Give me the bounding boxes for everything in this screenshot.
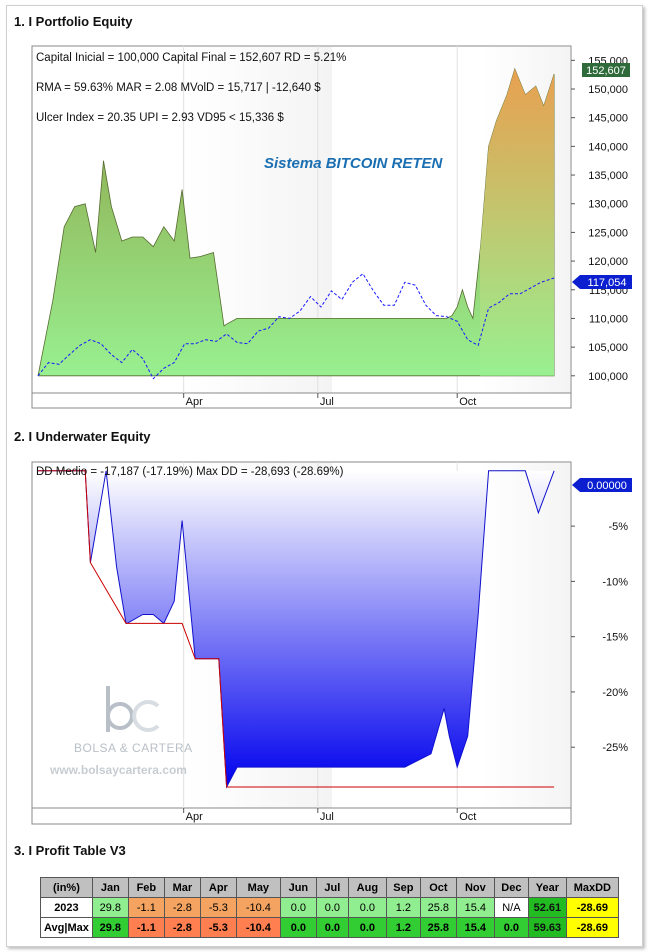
underwater-y-tick-label: -25% (602, 742, 628, 754)
profit-table-cell: -1.1 (127, 917, 165, 938)
last-value-badge: 152,607 (582, 63, 630, 77)
benchmark-value-text: 117,054 (588, 277, 627, 289)
underwater-section-title: 2. I Underwater Equity (14, 429, 151, 444)
equity-area-recent (480, 68, 555, 376)
watermark-url-text: www.bolsaycartera.com (49, 763, 187, 777)
underwater-x-tick-label: Jul (320, 811, 334, 823)
profit-table-cell: N/A (493, 897, 529, 918)
profit-table: (in%) Jan Feb Mar Apr May Jun Jul Aug Sep Oct Nov De… (40, 877, 619, 938)
equity-area (37, 67, 555, 377)
last-value-text: 152,607 (586, 65, 626, 77)
underwater-area (38, 470, 555, 787)
profit-table-cell: 0.0 (315, 897, 349, 918)
profit-table-cell: 1.2 (385, 897, 421, 918)
profit-table-row: Avg|Max 29.8 -1.1 -2.8 -5.3 -10.4 0.0 0.0 0.0 1.2… (40, 917, 619, 938)
system-name-label: Sistema BITCOIN RETEN (264, 155, 444, 172)
profit-table-column-header: Year (527, 877, 567, 898)
profit-table-column-header: Mar (163, 877, 201, 898)
equity-y-tick-label: 140,000 (588, 141, 628, 153)
profit-table-row-label: 2023 (40, 897, 93, 918)
profit-table-column-header: Jun (279, 877, 317, 898)
underwater-stats: DD Medio = -17,187 (-17.19%) Max DD = -2… (36, 466, 344, 478)
profit-table-cell: -2.8 (163, 897, 201, 918)
profit-table-cell: 0.0 (347, 897, 387, 918)
profit-table-cell: 29.8 (91, 917, 129, 938)
profit-table-column-header: Apr (199, 877, 237, 898)
profit-table-column-header: Sep (385, 877, 421, 898)
profit-table-cell: -2.8 (163, 917, 201, 938)
profit-table-column-header: Aug (347, 877, 387, 898)
equity-y-tick-label: 105,000 (588, 342, 628, 354)
equity-y-tick-label: 135,000 (588, 170, 628, 182)
profit-table-cell: -5.3 (199, 897, 237, 918)
profit-table-column-header: MaxDD (565, 877, 619, 898)
profit-table-row-label: Avg|Max (40, 917, 93, 938)
profit-table-column-header: Dec (493, 877, 529, 898)
profit-table-cell: 15.4 (455, 917, 495, 938)
profit-table-cell: 0.0 (347, 917, 387, 938)
profit-table-cell: -10.4 (235, 897, 281, 918)
profit-table-row: 2023 29.8 -1.1 -2.8 -5.3 -10.4 0.0 0.0 0.0 1.2 25.… (40, 897, 619, 918)
underwater-x-tick-label: Oct (459, 811, 476, 823)
profit-table-column-header: May (235, 877, 281, 898)
underwater-x-tick-label: Apr (186, 811, 203, 823)
profit-table-column-header: Oct (419, 877, 457, 898)
profit-table-cell: 0.0 (279, 897, 317, 918)
max-drawdown-line (38, 470, 555, 788)
equity-stats-line-3: Ulcer Index = 20.35 UPI = 2.93 VD95 < 15… (36, 112, 284, 124)
profit-table-cell: 0.0 (493, 917, 529, 938)
benchmark-value-badge: 117,054 (572, 275, 632, 289)
underwater-current-text: 0.00000 (587, 480, 627, 492)
profit-table-cell: 1.2 (385, 917, 421, 938)
underwater-y-tick-label: -20% (602, 687, 628, 699)
equity-y-tick-label: 130,000 (588, 199, 628, 211)
equity-x-tick-label: Oct (459, 396, 476, 408)
equity-y-tick-label: 150,000 (588, 84, 628, 96)
equity-x-tick-label: Apr (186, 396, 203, 408)
profit-table-cell: 0.0 (315, 917, 349, 938)
profit-table-column-header: Jul (315, 877, 349, 898)
profit-table-cell: 59.63 (527, 917, 567, 938)
underwater-quarter-shade-q4 (482, 463, 570, 808)
equity-y-tick-label: 145,000 (588, 113, 628, 125)
profit-table-cell: -10.4 (235, 917, 281, 938)
profit-table-cell: -1.1 (127, 897, 165, 918)
watermark-brand-text: BOLSA & CARTERA (74, 741, 193, 755)
bc-logo-icon (106, 686, 160, 732)
profit-section-title: 3. I Profit Table V3 (14, 843, 126, 858)
equity-stats-line-1: Capital Inicial = 100,000 Capital Final … (36, 52, 346, 64)
equity-y-tick-label: 100,000 (588, 371, 628, 383)
profit-table-cell: 29.8 (91, 897, 129, 918)
profit-table-cell: 52.61 (527, 897, 567, 918)
underwater-y-tick-label: -5% (608, 521, 628, 533)
profit-table-column-header: Nov (455, 877, 495, 898)
profit-table-cell: -5.3 (199, 917, 237, 938)
profit-table-cell: 15.4 (455, 897, 495, 918)
bolsa-cartera-watermark: BOLSA & CARTERA www.bolsaycartera.com (49, 686, 193, 777)
underwater-current-badge: 0.00000 (572, 478, 632, 492)
profit-table-column-header: Feb (127, 877, 165, 898)
equity-y-tick-label: 110,000 (589, 313, 628, 325)
equity-y-tick-label: 125,000 (588, 227, 628, 239)
equity-section-title: 1. I Portfolio Equity (14, 14, 133, 29)
equity-stats-line-2: RMA = 59.63% MAR = 2.08 MVolD = 15,717 |… (36, 82, 321, 94)
profit-table-cell: -28.69 (565, 897, 619, 918)
profit-table-column-header: Jan (91, 877, 129, 898)
equity-y-tick-label: 120,000 (588, 256, 628, 268)
profit-table-body: 2023 29.8 -1.1 -2.8 -5.3 -10.4 0.0 0.0 0.0 1.2 25.… (40, 897, 619, 938)
underwater-chart: -5% -10% -15% -20% -25% Apr Jul Oct DD Medio =… (31, 461, 632, 825)
equity-x-tick-label: Jul (320, 396, 334, 408)
profit-table-cell: 25.8 (419, 917, 457, 938)
profit-table-cell: 25.8 (419, 897, 457, 918)
profit-table-cell: 0.0 (279, 917, 317, 938)
equity-chart: 100,000105,000110,000115,000120,000125,0… (31, 45, 632, 409)
profit-table-cell: -28.69 (565, 917, 619, 938)
underwater-y-tick-label: -15% (602, 632, 628, 644)
profit-table-column-header: (in%) (40, 877, 93, 898)
profit-table-header-row: (in%) Jan Feb Mar Apr May Jun Jul Aug Sep Oct Nov De… (40, 877, 619, 898)
underwater-y-tick-label: -10% (602, 576, 628, 588)
